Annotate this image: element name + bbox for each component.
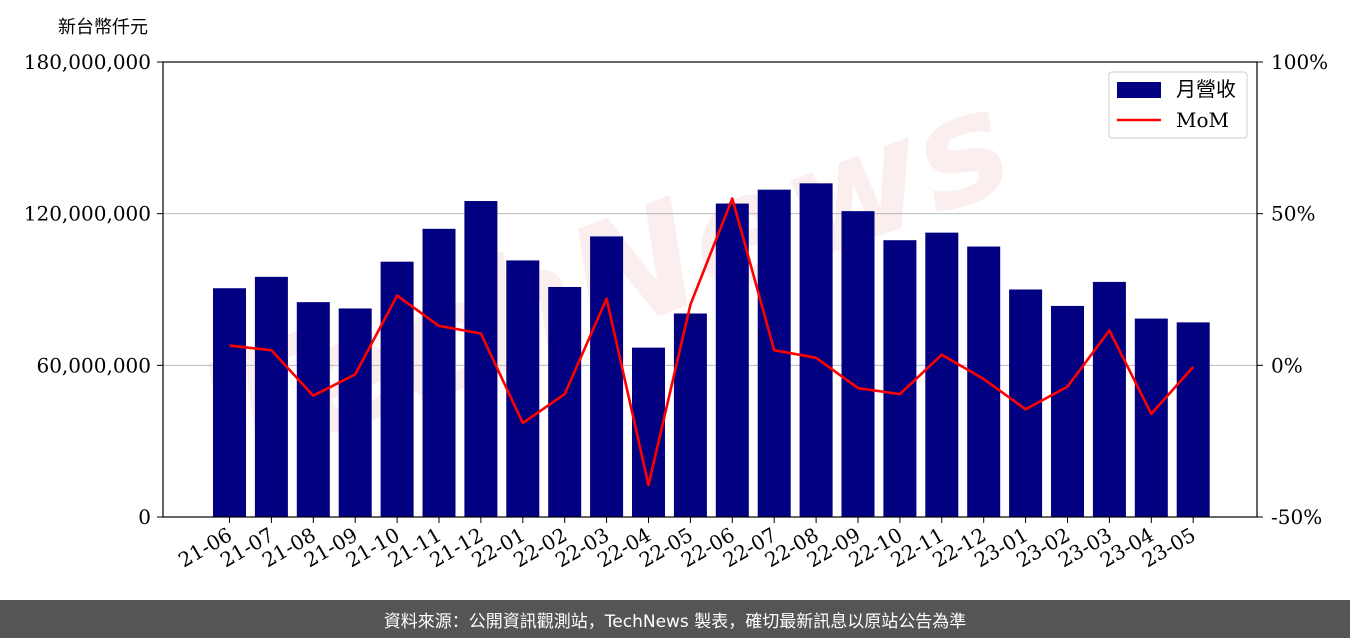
bar	[213, 288, 246, 517]
bar	[715, 203, 749, 518]
bar	[841, 211, 875, 517]
bar	[338, 308, 372, 517]
bar	[422, 228, 456, 518]
bar	[1051, 305, 1084, 517]
bar	[673, 313, 707, 517]
bar	[883, 240, 917, 518]
legend: 月營收 MoM	[1108, 71, 1248, 139]
bar	[925, 232, 959, 517]
bar	[1092, 281, 1126, 517]
bar	[506, 260, 540, 517]
bar-series	[213, 183, 1210, 518]
bar	[590, 236, 624, 517]
footer: 資料來源：公開資訊觀測站，TechNews 製表，確切最新訊息以原站公告為準	[0, 600, 1350, 638]
y-left-tick-label: 0	[138, 505, 151, 529]
bar	[380, 261, 414, 517]
plot-frame	[162, 61, 1258, 518]
unit-label: 新台幣仟元	[58, 17, 148, 38]
footer-text: 資料來源：公開資訊觀測站，TechNews 製表，確切最新訊息以原站公告為準	[383, 611, 967, 632]
legend-label: MoM	[1176, 108, 1229, 132]
line-series	[229, 197, 1195, 487]
legend-label: 月營收	[1176, 77, 1236, 101]
y-left-tick-label: 180,000,000	[24, 50, 151, 74]
legend-swatch-bar	[1117, 82, 1161, 98]
bar	[254, 276, 288, 517]
bar	[967, 246, 1001, 517]
bar	[296, 302, 330, 517]
y-right-tick-label: 50%	[1271, 202, 1315, 226]
bar	[799, 183, 833, 518]
bar	[1134, 318, 1168, 517]
mom-line	[229, 197, 1195, 487]
x-axis: 21-0621-0721-0821-0921-1021-1121-1222-01…	[174, 517, 1200, 572]
bar	[1176, 322, 1210, 517]
left-axis: 0 60,000,000 120,000,000 180,000,000	[24, 50, 163, 529]
y-right-tick-label: 100%	[1271, 50, 1328, 74]
y-right-tick-label: -50%	[1271, 505, 1322, 529]
right-axis: -50% 0% 50% 100%	[1257, 50, 1328, 529]
y-right-tick-label: 0%	[1271, 353, 1303, 377]
y-left-tick-label: 120,000,000	[24, 202, 151, 226]
chart: TechNews 060,000,000120,000,000180,000,0…	[24, 17, 1328, 572]
y-left-tick-label: 60,000,000	[36, 353, 151, 377]
